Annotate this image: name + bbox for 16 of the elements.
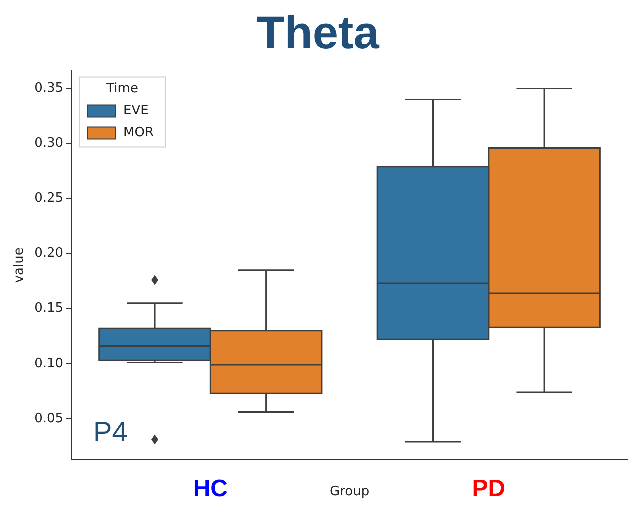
y-tick-label: 0.30: [34, 136, 64, 152]
y-tick-label: 0.35: [34, 81, 64, 96]
y-tick-label: 0.15: [34, 301, 64, 316]
y-axis-title: value: [12, 248, 28, 284]
y-tick-label: 0.20: [34, 246, 64, 262]
annotation: P4: [94, 416, 128, 448]
x-tick-label: PD: [472, 476, 506, 503]
legend-title: Time: [106, 82, 138, 97]
x-tick-label: HC: [193, 476, 228, 503]
y-tick-label: 0.10: [34, 356, 64, 372]
y-tick-label: 0.25: [34, 191, 64, 206]
y-tick-label: 0.05: [34, 411, 64, 426]
x-axis-title: Group: [330, 484, 370, 500]
legend-label: EVE: [124, 104, 149, 119]
legend-label: MOR: [124, 126, 154, 141]
chart-title: Theta: [256, 6, 380, 58]
